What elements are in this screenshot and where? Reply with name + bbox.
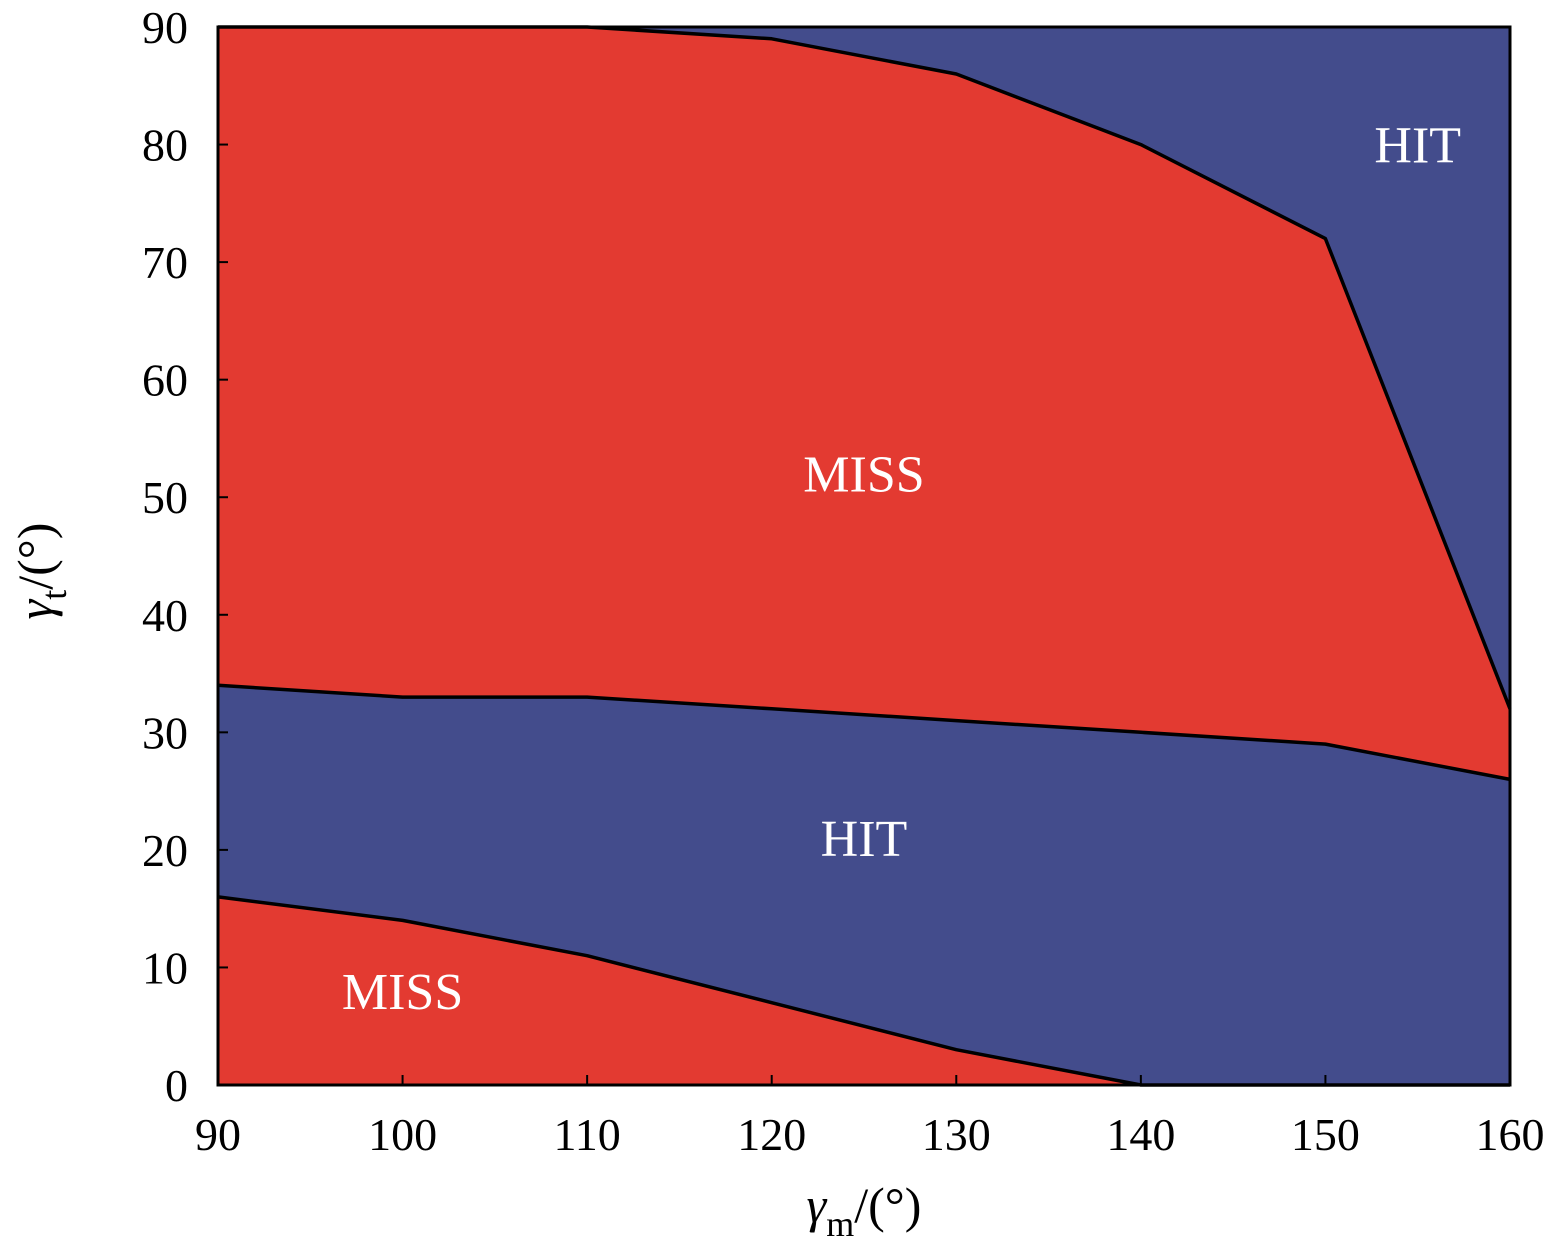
y-tick-label: 80 [142,120,188,171]
y-tick-label: 40 [142,590,188,641]
region-label-miss: MISS [803,447,924,504]
region-fills [217,26,1511,1086]
y-axis-subscript: t [34,590,74,600]
plot-frame [216,25,1512,1087]
x-tick-label: 150 [1291,1109,1360,1160]
y-tick-label: 10 [142,942,188,993]
y-tick-label: 50 [142,472,188,523]
x-tick-label: 110 [553,1109,620,1160]
region-label-hit: HIT [1374,118,1461,175]
x-axis-subscript: m [826,1204,854,1244]
x-axis-label: γm/(°) [807,1177,922,1244]
axis-ticks: 90 100 110 120 130 140 150 160 0 10 20 30 40 50 60 70 80… [142,2,1545,1160]
x-tick-label: 120 [737,1109,806,1160]
y-tick-label: 30 [142,707,188,758]
boundary-line-2 [217,683,1511,782]
x-tick-label: 90 [195,1109,241,1160]
region-label-hit: HIT [821,811,908,868]
y-tick-label: 60 [142,355,188,406]
y-tick-label: 90 [142,2,188,53]
x-tick-label: 130 [922,1109,991,1160]
region-labels: MISS HIT MISS HIT [342,118,1461,1021]
y-tick-label: 20 [142,825,188,876]
x-tick-label: 140 [1106,1109,1175,1160]
y-axis-unit: /(°) [7,523,63,590]
region-label-miss: MISS [342,964,463,1021]
y-tick-label: 0 [165,1060,188,1111]
y-tick-label: 70 [142,237,188,288]
x-axis-unit: /(°) [854,1177,921,1233]
x-tick-label: 160 [1476,1109,1545,1160]
x-axis-symbol: γ [807,1177,828,1233]
x-tick-label: 100 [368,1109,437,1160]
y-axis-symbol: γ [7,598,63,619]
y-axis-label: γt/(°) [7,523,74,620]
